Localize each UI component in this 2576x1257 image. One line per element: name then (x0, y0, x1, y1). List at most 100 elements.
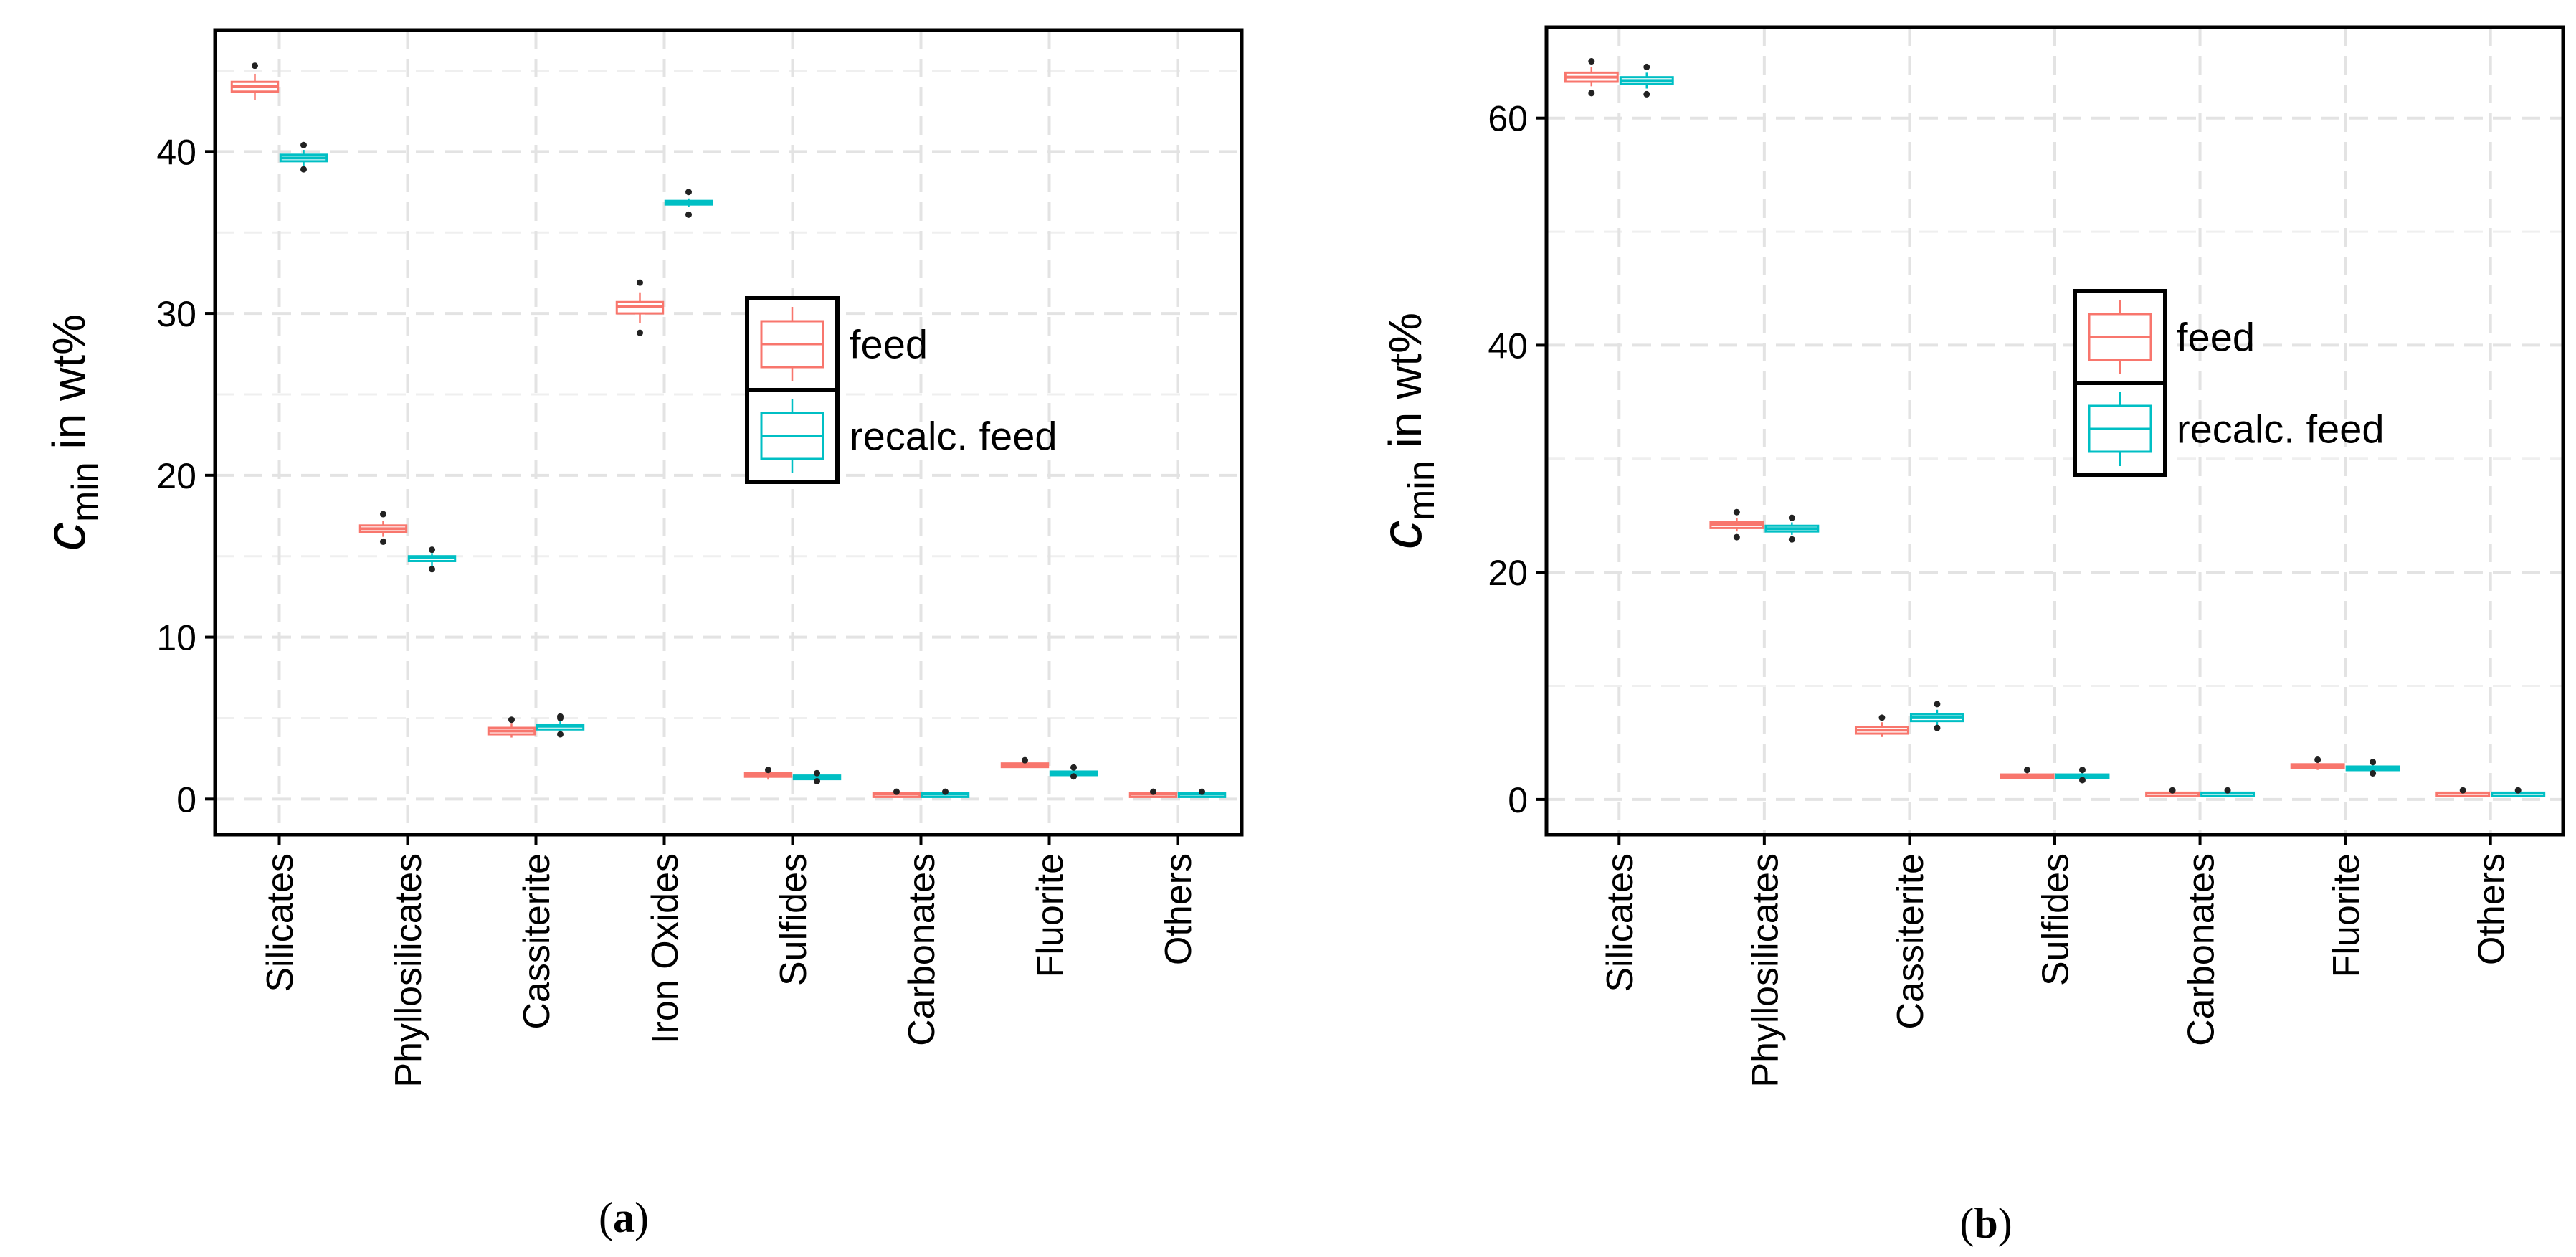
box-feed-others (1128, 788, 1178, 798)
outlier-point (1643, 63, 1650, 70)
outlier-point (379, 511, 386, 518)
caption-letter: a (613, 1194, 635, 1241)
y-tick-label: 40 (1488, 326, 1528, 366)
x-category-label: Fluorite (1030, 853, 1071, 977)
plot-background (215, 30, 1242, 835)
outlier-point (2514, 787, 2522, 794)
box-recalc-feed-fluorite (1049, 764, 1098, 780)
y-axis-label-subscript: min (1401, 460, 1443, 521)
outlier-point (1934, 724, 1941, 731)
y-axis-label-main: c (1369, 521, 1433, 549)
outlier-point (508, 716, 515, 724)
box-feed-phyllosilicates (1709, 508, 1764, 541)
caption-open-paren: ( (599, 1194, 613, 1241)
box-recalc-feed-cassiterite (536, 713, 585, 738)
caption-close-paren: ) (635, 1194, 649, 1241)
panel-caption: (a) (599, 1194, 649, 1241)
outlier-point (1021, 756, 1028, 764)
x-category-label: Sulfides (2035, 853, 2077, 986)
x-category-label: Iron Oxides (645, 853, 686, 1044)
box-feed-iron-oxides (615, 279, 665, 336)
y-axis-label-unit: in wt% (43, 314, 95, 462)
outlier-point (1643, 90, 1650, 98)
box-recalc-feed-fluorite (2345, 759, 2400, 777)
outlier-point (557, 731, 564, 738)
box-recalc-feed-sulfides (792, 769, 842, 785)
outlier-point (764, 767, 771, 774)
box-recalc-feed-iron-oxides (664, 189, 713, 218)
legend-label: feed (850, 322, 928, 367)
y-tick-label: 20 (156, 456, 196, 496)
y-tick-label: 10 (156, 618, 196, 658)
legend-label: recalc. feed (2177, 407, 2385, 452)
y-axis-label: cmin in wt% (33, 314, 106, 551)
y-axis-label-main: c (33, 522, 97, 551)
outlier-point (1588, 90, 1595, 97)
box-feed-sulfides (743, 767, 793, 780)
outlier-point (814, 769, 821, 777)
box-recalc-feed-phyllosilicates (407, 546, 457, 573)
caption-close-paren: ) (1998, 1200, 2012, 1247)
x-category-label: Fluorite (2326, 853, 2367, 977)
outlier-point (2078, 777, 2086, 784)
box-feed-fluorite (2290, 756, 2345, 770)
outlier-point (300, 141, 308, 148)
caption-open-paren: ( (1959, 1200, 1974, 1247)
y-tick-label: 30 (156, 294, 196, 334)
chart-panel-a: 0 10 20 30 40 Silicates Phyllosilicates Cassite… (33, 28, 1244, 1241)
x-category-label: Cassiterite (1890, 853, 1931, 1030)
outlier-point (1199, 788, 1206, 795)
box-recalc-feed-silicates (279, 141, 328, 173)
outlier-point (2459, 787, 2466, 794)
panel-caption: (b) (1959, 1200, 2012, 1247)
x-category-label: Silicates (260, 853, 301, 992)
box-feed-carbonates (872, 788, 921, 798)
outlier-point (1878, 714, 1886, 721)
x-category-label: Carbonates (901, 853, 943, 1046)
outlier-point (2370, 769, 2377, 777)
outlier-point (2224, 787, 2231, 794)
outlier-point (1588, 58, 1595, 65)
legend-item-recalc-feed: recalc. feed (745, 388, 1058, 484)
box-feed-silicates (1564, 58, 1619, 97)
box-recalc-feed-silicates (1619, 63, 1674, 98)
box-feed-carbonates (2145, 787, 2200, 797)
box-recalc-feed-carbonates (2200, 787, 2256, 797)
outlier-point (814, 778, 821, 785)
outlier-point (2314, 756, 2321, 763)
x-category-label: Phyllosilicates (1745, 853, 1787, 1088)
legend-item-feed: feed (745, 296, 928, 392)
outlier-point (685, 189, 693, 196)
x-category-label: Others (2471, 853, 2512, 965)
outlier-point (1070, 773, 1078, 780)
box-feed-silicates (230, 62, 280, 100)
y-tick-label: 60 (1488, 99, 1528, 139)
box-recalc-feed-phyllosilicates (1764, 514, 1820, 543)
box-feed-phyllosilicates (358, 511, 408, 545)
chart-panel-b: 0 20 40 60 Silicates Phyllosilicates Cassiteri… (1369, 25, 2565, 1247)
legend-item-feed: feed (2073, 289, 2255, 385)
outlier-point (429, 566, 436, 573)
outlier-point (2169, 787, 2176, 794)
outlier-point (2024, 767, 2031, 774)
outlier-point (251, 62, 258, 70)
outlier-point (1149, 788, 1156, 795)
box-recalc-feed-carbonates (921, 788, 970, 798)
legend-label: recalc. feed (850, 414, 1058, 459)
y-axis-label-unit: in wt% (1379, 313, 1431, 460)
y-tick-label: 0 (176, 779, 196, 820)
x-category-label: Silicates (1600, 853, 1641, 992)
outlier-point (685, 211, 693, 218)
box-recalc-feed-cassiterite (1909, 701, 1964, 731)
box-recalc-feed-others (1177, 788, 1227, 798)
y-axis-label: cmin in wt% (1369, 313, 1443, 549)
y-axis-label-subscript: min (65, 462, 106, 522)
outlier-point (636, 329, 643, 336)
outlier-point (1788, 514, 1795, 521)
outlier-point (2370, 759, 2377, 766)
outlier-point (379, 538, 386, 545)
box-recalc-feed-others (2491, 787, 2546, 797)
y-tick-label: 20 (1488, 553, 1528, 593)
x-category-label: Cassiterite (516, 853, 558, 1030)
